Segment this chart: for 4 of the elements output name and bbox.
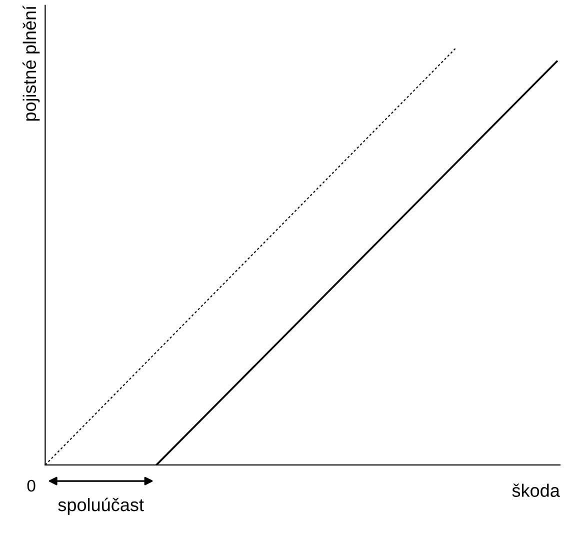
y-axis-title: pojistné plnění — [22, 5, 40, 121]
text: spoluúčast — [58, 498, 144, 515]
x-axis-title: škoda — [512, 484, 560, 497]
text: 0 — [27, 480, 36, 492]
